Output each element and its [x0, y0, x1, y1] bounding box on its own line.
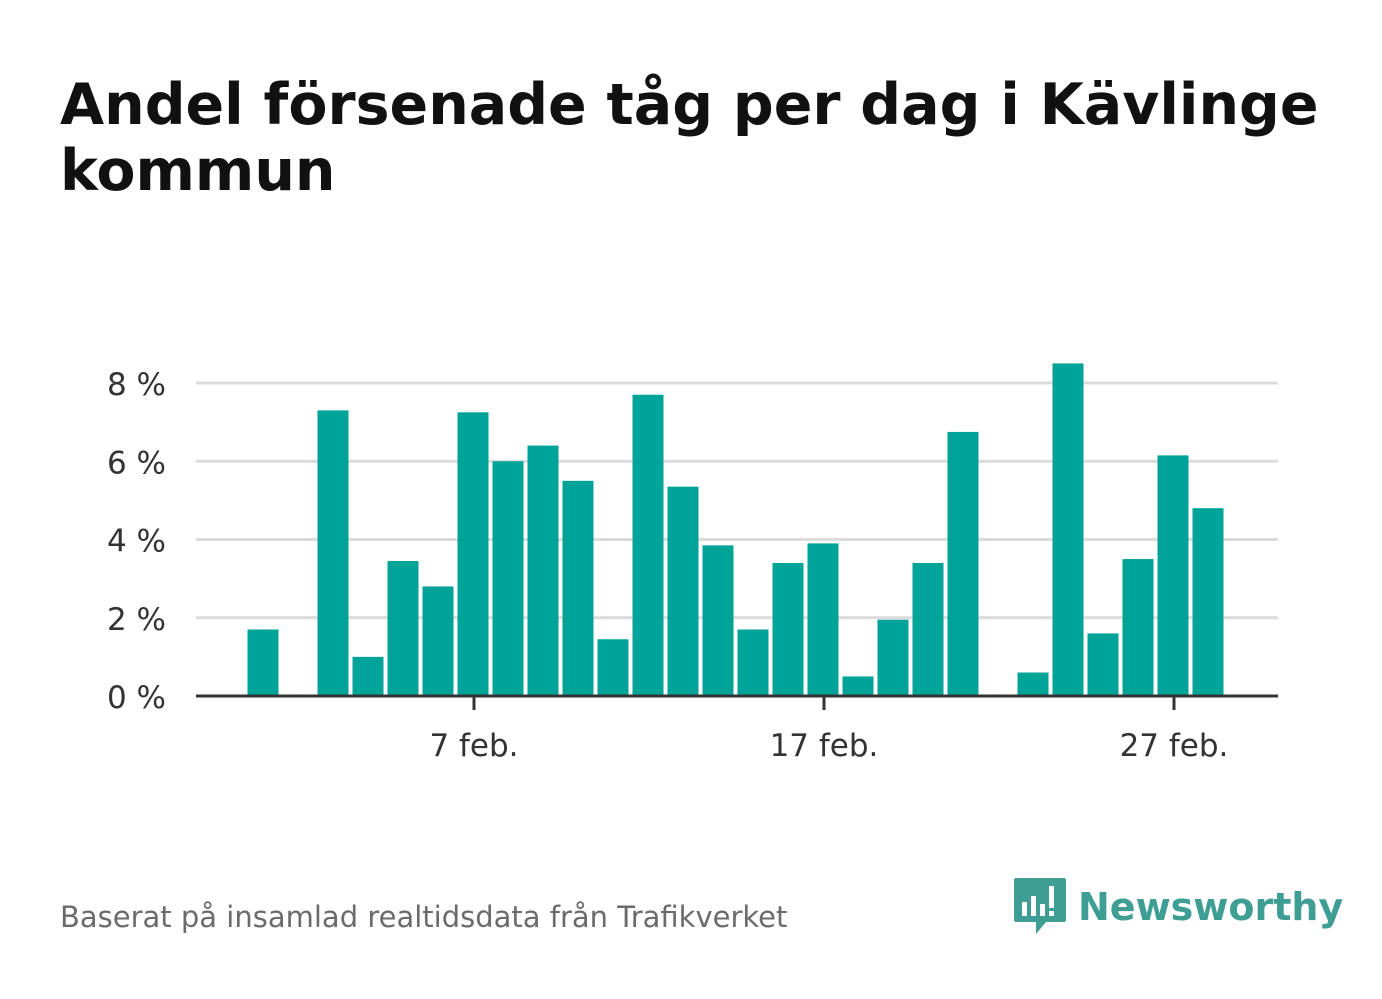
bar	[1122, 559, 1154, 696]
y-tick-label: 8 %	[107, 367, 166, 403]
bar	[877, 619, 909, 696]
bar	[562, 480, 594, 696]
newsworthy-logo-text: Newsworthy	[1078, 885, 1344, 929]
bar	[1017, 672, 1049, 696]
source-note: Baserat på insamlad realtidsdata från Tr…	[60, 900, 788, 934]
y-axis-ticks: 0 % 2 % 4 % 6 % 8 %	[107, 367, 166, 716]
bar	[842, 676, 874, 696]
bar	[247, 629, 279, 696]
bar	[1087, 633, 1119, 696]
x-axis-ticks: 7 feb. 17 feb. 27 feb.	[196, 694, 1278, 764]
bar	[387, 561, 419, 696]
bar	[492, 461, 524, 696]
newsworthy-logo: Newsworthy	[1012, 876, 1343, 938]
y-tick-label: 0 %	[107, 680, 166, 716]
bar	[1052, 363, 1084, 696]
y-tick-label: 6 %	[107, 445, 166, 481]
y-tick-label: 4 %	[107, 524, 166, 560]
bar	[422, 586, 454, 696]
bar	[632, 394, 664, 696]
bar	[1192, 508, 1224, 696]
bar	[317, 410, 349, 696]
bar	[667, 486, 699, 696]
bars	[247, 363, 1224, 696]
newsworthy-logo-icon	[1014, 878, 1066, 934]
bar	[737, 629, 769, 696]
x-tick-label: 7 feb.	[429, 728, 518, 764]
x-tick-label: 27 feb.	[1120, 728, 1229, 764]
bar	[807, 543, 839, 696]
bar	[457, 412, 489, 696]
bar	[772, 562, 804, 696]
bar	[912, 562, 944, 696]
x-tick-label: 17 feb.	[770, 728, 879, 764]
bar	[597, 639, 629, 696]
chart-title: Andel försenade tåg per dag i Kävlinge k…	[60, 72, 1319, 204]
y-tick-label: 2 %	[107, 602, 166, 638]
bar	[527, 445, 559, 696]
bar	[947, 431, 979, 696]
grid-lines	[196, 381, 1278, 620]
bar	[702, 545, 734, 696]
bar	[352, 656, 384, 696]
bar	[1157, 455, 1189, 696]
